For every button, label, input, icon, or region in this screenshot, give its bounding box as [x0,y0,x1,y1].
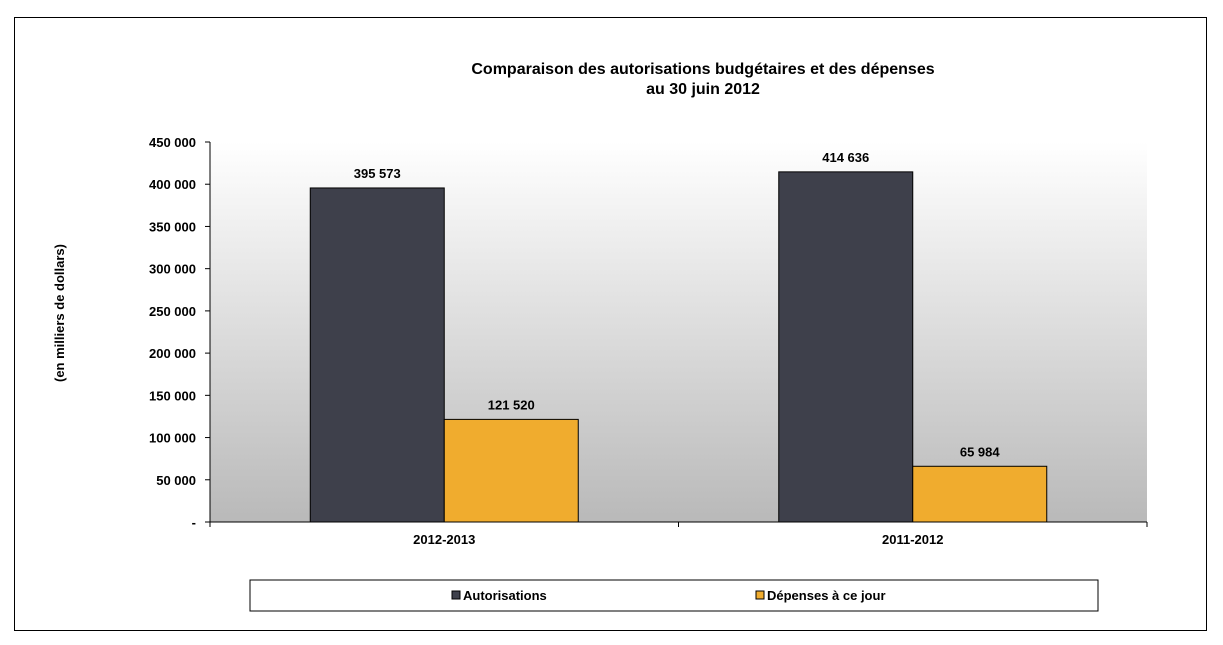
bars-group: 395 573 121 520 414 636 65 984 [309,150,1048,523]
bar-data-label: 395 573 [354,166,401,181]
legend: Autorisations Dépenses à ce jour [451,588,886,603]
legend-box [249,579,1099,612]
y-tick-label: 150 000 [149,388,196,403]
legend-swatch [755,590,765,600]
bar-data-label: 65 984 [960,444,1001,459]
bar-data-label: 121 520 [488,397,535,412]
y-tick-label: 350 000 [149,219,196,234]
legend-label: Autorisations [463,588,547,603]
y-tick-label: 300 000 [149,262,196,277]
x-axis: 2012-2013 2011-2012 [209,521,1148,547]
y-tick-label: 450 000 [149,135,196,150]
legend-label: Dépenses à ce jour [767,588,886,603]
chart-subtitle: au 30 juin 2012 [646,81,760,98]
y-axis-label: (en milliers de dollars) [52,244,67,382]
y-tick-label: 100 000 [149,431,196,446]
y-tick-label: - [192,515,196,530]
x-tick-label: 2012-2013 [413,532,475,547]
bar [309,187,445,523]
bar [443,418,579,523]
y-tick-label: 50 000 [156,473,196,488]
bar [778,171,914,523]
y-tick-label: 400 000 [149,177,196,192]
y-axis: - 50 000 100 000 150 000 200 000 250 000 300 0… [149,135,211,530]
x-tick-label: 2011-2012 [882,532,943,547]
legend-swatch [451,590,461,600]
y-tick-label: 250 000 [149,304,196,319]
chart-title: Comparaison des autorisations budgétaire… [471,61,934,78]
bar-data-label: 414 636 [822,150,869,165]
bar [912,465,1048,523]
y-tick-label: 200 000 [149,346,196,361]
